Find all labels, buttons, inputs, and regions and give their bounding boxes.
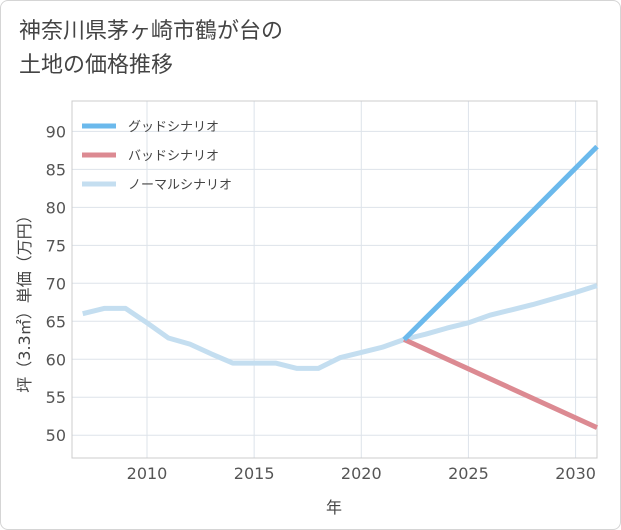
y-axis-label: 坪（3.3㎡）単価（万円） (15, 207, 34, 392)
y-axis-ticks: 50 55 60 65 70 75 80 85 90 (46, 122, 66, 445)
legend-label-2: ノーマルシナリオ (128, 178, 232, 193)
x-tick-label: 2010 (127, 464, 168, 483)
x-axis-label: 年 (326, 498, 342, 517)
series-layer (82, 144, 599, 430)
y-tick-label: 80 (46, 198, 66, 217)
y-tick-label: 75 (46, 236, 66, 255)
legend-label-1: バッドシナリオ (128, 149, 219, 164)
x-axis-ticks: 2010 2015 2020 2025 2030 (127, 464, 596, 483)
series-line-0 (402, 144, 599, 342)
y-tick-label: 85 (46, 160, 66, 179)
x-tick-label: 2025 (448, 464, 489, 483)
legend-label-0: グッドシナリオ (128, 120, 219, 135)
series-line-1 (403, 337, 599, 430)
plot-frame (71, 100, 598, 459)
chart-title: 神奈川県茅ヶ崎市鶴が台の 土地の価格推移 (19, 15, 519, 83)
x-tick-label: 2015 (234, 464, 275, 483)
y-tick-label: 65 (46, 312, 66, 331)
y-tick-label: 90 (46, 122, 66, 141)
series-line-2 (82, 283, 598, 371)
y-tick-label: 50 (46, 426, 66, 445)
chart-title-line1: 神奈川県茅ヶ崎市鶴が台の (19, 19, 284, 44)
y-tick-label: 70 (46, 274, 66, 293)
chart-title-line2: 土地の価格推移 (19, 53, 174, 78)
x-tick-label: 2030 (555, 464, 596, 483)
y-tick-label: 60 (46, 350, 66, 369)
y-tick-label: 55 (46, 388, 66, 407)
x-tick-label: 2020 (341, 464, 382, 483)
